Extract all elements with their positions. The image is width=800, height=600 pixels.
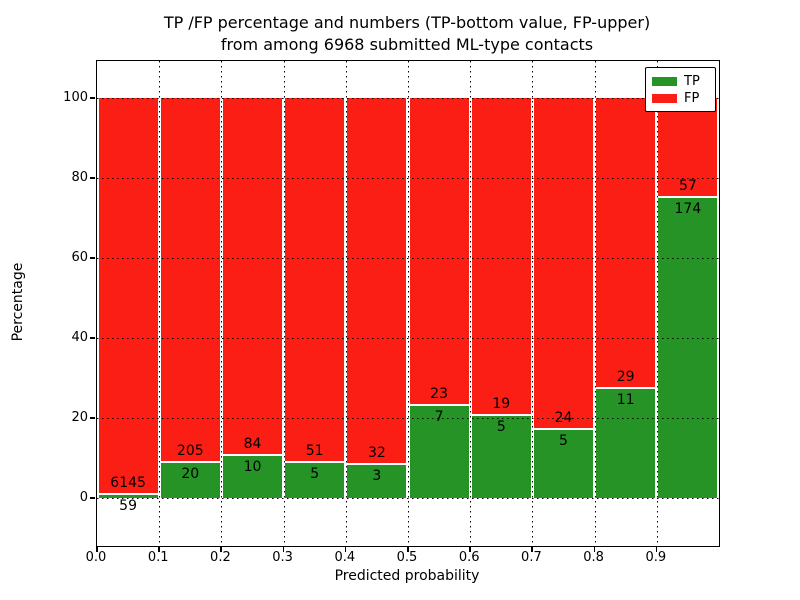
bar-fp-segment: [285, 98, 345, 463]
chart-title-line1: TP /FP percentage and numbers (TP-bottom…: [163, 13, 651, 32]
fp-count-label: 19: [492, 395, 511, 412]
y-tick-label: 100: [63, 89, 88, 105]
y-tick-mark: [90, 417, 95, 419]
fp-count-label: 23: [430, 385, 448, 402]
bar-tp-segment: [471, 413, 531, 498]
y-tick-label: 60: [71, 249, 88, 265]
x-tick-label: 0.1: [147, 550, 169, 565]
x-tick-label: 0.7: [521, 550, 542, 565]
y-axis-label: Percentage: [10, 262, 26, 342]
bar-fp-segment: [658, 98, 718, 197]
tp-count-label: 20: [181, 466, 200, 483]
legend-item-tp: TP: [652, 73, 709, 90]
x-tick-label: 0.3: [272, 550, 293, 565]
tp-count-label: 59: [119, 498, 137, 515]
bar-fp-segment: [98, 98, 158, 495]
x-tick-mark: [220, 547, 222, 552]
plot-area: 6145 59 205 20 84 10 51 5 32 3 23 7 19 5 24 5 29 11 57 174: [96, 60, 720, 547]
bar-fp-segment: [471, 98, 531, 415]
fp-count-label: 51: [305, 443, 324, 460]
bar-tp-segment: [285, 461, 345, 498]
x-tick-label: 0.9: [645, 550, 667, 565]
x-tick-mark: [531, 547, 533, 552]
x-tick-mark: [96, 547, 98, 552]
bar-tp-segment: [222, 454, 282, 498]
x-tick-mark: [344, 547, 347, 552]
x-tick-label: 0.6: [458, 550, 480, 565]
legend-label-fp: FP: [684, 91, 700, 106]
x-tick-label: 0.8: [583, 550, 604, 565]
legend-item-fp: FP: [652, 90, 709, 107]
fp-count-label: 84: [243, 436, 262, 453]
x-tick-mark: [655, 547, 658, 552]
y-tick-mark: [90, 497, 95, 499]
bar-tp-segment: [160, 461, 220, 498]
y-tick-mark: [90, 257, 95, 259]
fp-count-label: 32: [367, 444, 386, 461]
bar-fp-segment: [160, 98, 220, 463]
x-tick-mark: [282, 547, 285, 552]
tp-count-label: 11: [616, 392, 635, 408]
x-tick-mark: [593, 547, 596, 552]
tp-count-label: 10: [243, 459, 262, 476]
x-tick-label: 0.2: [210, 550, 231, 565]
chart-title-line2: from among 6968 submitted ML-type contac…: [220, 35, 594, 54]
y-tick-label: 40: [71, 329, 88, 345]
y-tick-label: 0: [79, 489, 88, 505]
x-tick-label: 0.4: [334, 550, 356, 565]
y-tick-mark: [90, 97, 95, 99]
bar-fp-segment: [347, 98, 407, 464]
y-tick-label: 20: [71, 409, 88, 425]
tp-count-label: 3: [372, 467, 382, 484]
x-axis-label: Predicted probability: [334, 568, 480, 584]
x-tick-mark: [407, 547, 409, 552]
bar-tp-segment: [347, 462, 407, 498]
bar-fp-segment: [533, 98, 593, 430]
y-tick-mark: [90, 177, 95, 179]
y-tick-mark: [90, 337, 95, 339]
bar-tp-segment: [98, 493, 158, 498]
fp-count-label: 6145: [110, 475, 146, 492]
y-tick-label: 80: [71, 169, 88, 185]
tp-count-label: 7: [434, 408, 444, 425]
h-gridline: [97, 498, 719, 499]
bar-fp-segment: [222, 98, 282, 456]
bar-tp-segment: [409, 403, 469, 498]
x-tick-label: 0.5: [396, 550, 418, 565]
tp-count-label: 5: [559, 433, 568, 450]
tp-count-label: 5: [310, 466, 320, 483]
fp-swatch-icon: [652, 94, 677, 103]
tp-count-label: 174: [674, 200, 702, 217]
bar-tp-segment: [658, 195, 718, 498]
legend-label-tp: TP: [684, 74, 700, 89]
fp-count-label: 29: [616, 369, 635, 385]
x-tick-mark: [158, 547, 160, 552]
bar-fp-segment: [596, 98, 656, 388]
x-tick-mark: [469, 547, 471, 552]
tp-count-label: 5: [496, 418, 506, 435]
bar-tp-segment: [533, 428, 593, 498]
fp-count-label: 24: [554, 410, 573, 427]
x-tick-label: 0.0: [85, 550, 107, 565]
fp-count-label: 57: [678, 177, 697, 194]
bar-tp-segment: [596, 387, 656, 498]
fp-count-label: 205: [176, 443, 204, 460]
legend: TP FP: [645, 67, 716, 112]
bar-fp-segment: [409, 98, 469, 405]
tp-swatch-icon: [652, 77, 677, 86]
